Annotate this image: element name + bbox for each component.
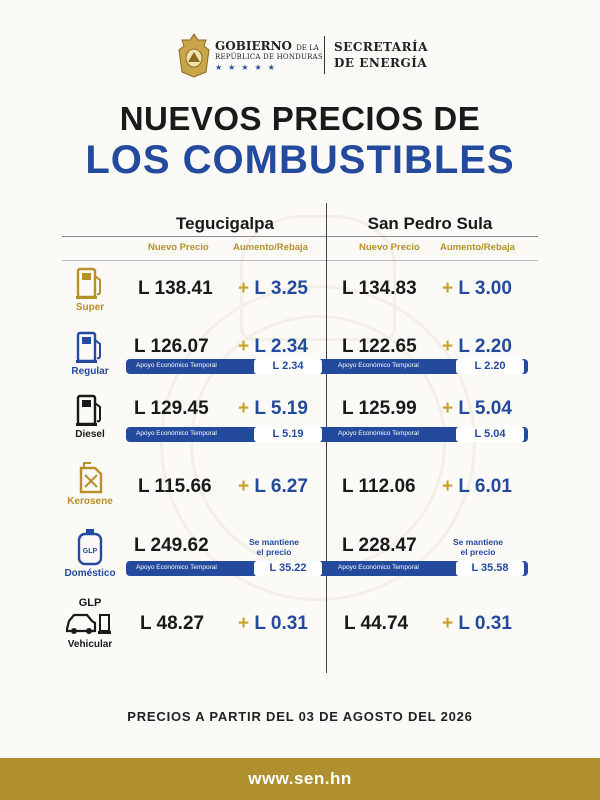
effective-date-note: PRECIOS A PARTIR DEL 03 DE AGOSTO DEL 20… [127,709,473,724]
tgu-change: + L 3.25 [238,278,308,299]
support-label-sps: Apoyo Económico Temporal [338,362,419,369]
gov-name: GOBIERNO DE LA [215,39,319,53]
sps-change: + L 2.20 [442,336,512,357]
support-label-tgu: Apoyo Económico Temporal [136,362,217,369]
tgu-keep-price: Se mantiene el precio [248,537,300,557]
title-line2: LOS COMBUSTIBLES [85,138,515,182]
glp-domestico-item: GLP Doméstico [64,528,116,579]
col-new-price-tgu: Nuevo Precio [148,242,209,253]
support-tag-tgu: L 35.22 [254,561,322,576]
sps-price: L 134.83 [342,278,417,299]
sps-price: L 228.47 [342,535,417,556]
sps-change: + L 6.01 [442,476,512,497]
fuel-label: Vehicular [67,639,113,650]
support-tag-sps: L 5.04 [456,427,524,442]
support-band: Apoyo Económico Temporal L 2.34 Apoyo Ec… [126,359,528,374]
tgu-change: + L 6.27 [238,476,308,497]
support-tag-sps: L 2.20 [456,359,524,374]
column-rule [62,260,538,261]
jerry-can-icon [79,462,103,494]
tgu-change: + L 5.19 [238,398,308,419]
secretariat-line1: SECRETARÍA [334,40,428,54]
tgu-price: L 249.62 [134,535,209,556]
gas-cylinder-icon: GLP [77,529,103,566]
svg-text:GLP: GLP [83,548,98,555]
support-tag-sps: L 35.58 [456,561,524,576]
support-label-sps: Apoyo Económico Temporal [338,564,419,571]
header-rule [62,236,538,237]
title-line1: NUEVOS PRECIOS DE [119,100,481,137]
fuel-pump-icon [76,331,101,363]
sps-price: L 112.06 [342,476,416,497]
fuel-label: Diesel [75,429,105,440]
sps-price: L 44.74 [344,613,409,634]
fuel-label: Kerosene [67,496,113,507]
fuel-label: Super [75,302,105,313]
gov-country: REPÚBLICA DE HONDURAS [215,53,323,61]
tgu-change: + L 2.34 [238,336,308,357]
secretariat-line2: DE ENERGÍA [334,56,428,70]
fuel-pump-icon [76,394,101,426]
sps-change: + L 5.04 [442,398,512,419]
fuel-label: Regular [71,366,109,377]
tgu-price: L 126.07 [134,336,209,357]
fuel-label: Doméstico [64,568,116,579]
support-tag-tgu: L 2.34 [254,359,322,374]
fuel-pump-icon [76,267,101,299]
header-divider [324,36,325,74]
stars: ★★★★★ [215,63,281,72]
sps-keep-price: Se mantiene el precio [452,537,504,557]
support-tag-tgu: L 5.19 [254,427,322,442]
city-tegucigalpa: Tegucigalpa [176,214,274,233]
support-label-tgu: Apoyo Económico Temporal [136,564,217,571]
sps-price: L 125.99 [342,398,417,419]
tgu-price: L 138.41 [138,278,213,299]
sps-change: + L 3.00 [442,278,512,299]
kerosene-fuel-item: Kerosene [64,460,116,507]
sps-price: L 122.65 [342,336,417,357]
col-new-price-sps: Nuevo Precio [359,242,420,253]
fuel-label-top: GLP [78,597,102,609]
col-change-sps: Aumento/Rebaja [440,242,515,253]
tgu-price: L 115.66 [138,476,212,497]
tgu-price: L 48.27 [140,613,205,634]
support-label-tgu: Apoyo Económico Temporal [136,430,217,437]
regular-fuel-item: Regular [64,330,116,377]
support-label-sps: Apoyo Económico Temporal [338,430,419,437]
coat-of-arms-icon [178,33,210,78]
support-band: Apoyo Económico Temporal L 35.22 Apoyo E… [126,561,528,576]
sps-change: + L 0.31 [442,613,512,634]
col-change-tgu: Aumento/Rebaja [233,242,308,253]
car-pump-icon [65,613,111,634]
footer-bar: www.sen.hn [0,758,600,800]
footer-url[interactable]: www.sen.hn [248,769,352,788]
diesel-fuel-item: Diesel [64,393,116,440]
glp-vehicular-item: GLP Vehicular [64,597,116,650]
support-band: Apoyo Económico Temporal L 5.19 Apoyo Ec… [126,427,528,442]
tgu-change: + L 0.31 [238,613,308,634]
super-fuel-item: Super [64,266,116,313]
tgu-price: L 129.45 [134,398,209,419]
city-san-pedro-sula: San Pedro Sula [367,214,493,233]
header: GOBIERNO DE LA REPÚBLICA DE HONDURAS ★★★… [0,32,600,80]
